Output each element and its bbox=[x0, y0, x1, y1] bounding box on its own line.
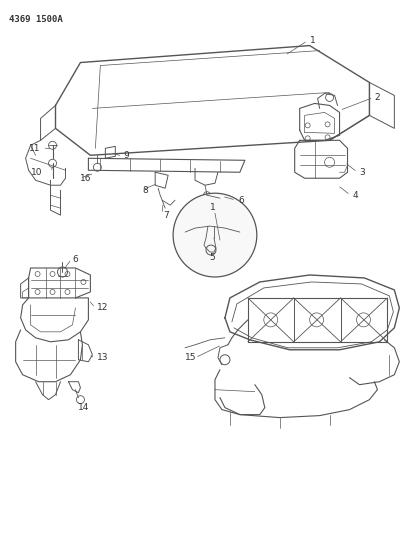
Text: 10: 10 bbox=[31, 168, 42, 177]
Text: 2: 2 bbox=[373, 93, 379, 102]
Text: 1: 1 bbox=[209, 203, 215, 212]
Text: 16: 16 bbox=[80, 174, 92, 183]
Text: 4: 4 bbox=[352, 191, 357, 200]
Text: 1: 1 bbox=[309, 36, 315, 45]
Text: 15: 15 bbox=[184, 353, 196, 362]
Text: 13: 13 bbox=[97, 353, 109, 362]
Text: 8: 8 bbox=[142, 185, 148, 195]
Text: 7: 7 bbox=[163, 211, 169, 220]
Text: 9: 9 bbox=[123, 151, 129, 160]
Text: 12: 12 bbox=[97, 303, 108, 312]
Text: 3: 3 bbox=[359, 168, 364, 177]
Text: 5: 5 bbox=[209, 253, 214, 262]
Text: 4369 1500A: 4369 1500A bbox=[9, 15, 62, 23]
Text: 11: 11 bbox=[29, 144, 40, 153]
Text: 6: 6 bbox=[72, 255, 78, 263]
Text: 6: 6 bbox=[237, 196, 243, 205]
Circle shape bbox=[173, 193, 256, 277]
Text: 14: 14 bbox=[78, 403, 90, 412]
